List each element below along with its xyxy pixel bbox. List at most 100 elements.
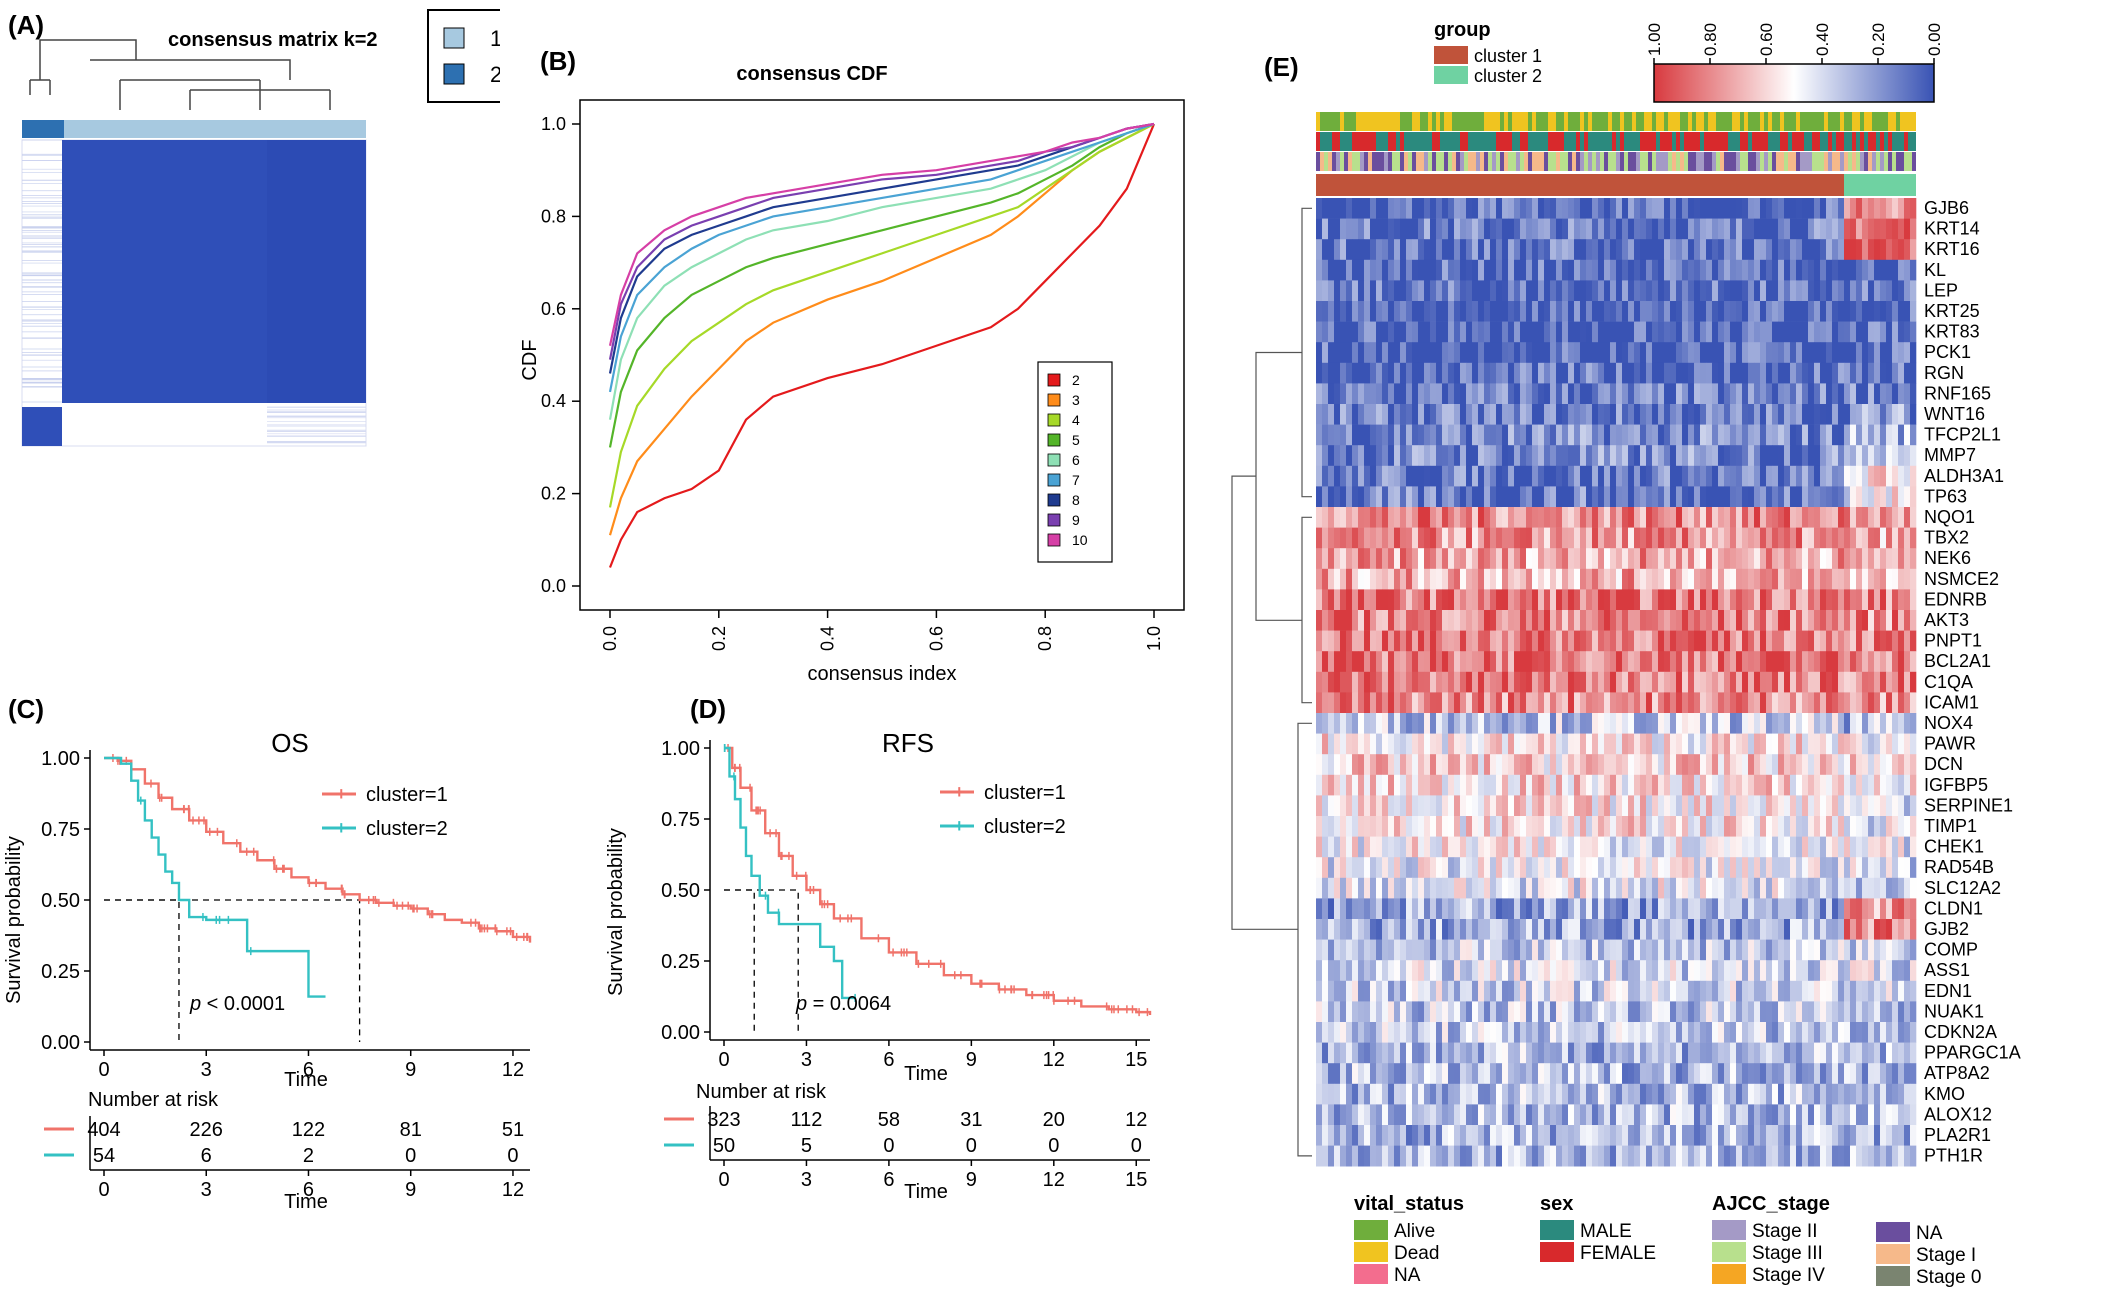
heatmap-cell [1874, 260, 1880, 281]
heatmap-cell [1544, 734, 1550, 755]
heatmap-cell [1406, 569, 1412, 590]
heatmap-cell [1760, 713, 1766, 734]
heatmap-cell [1406, 342, 1412, 363]
heatmap-cell [1772, 569, 1778, 590]
heatmap-cell [1568, 589, 1574, 610]
heatmap-cell [1346, 775, 1352, 796]
annotation-track-cell [1320, 112, 1324, 131]
heatmap-cell [1316, 219, 1322, 240]
heatmap-cell [1430, 239, 1436, 260]
annotation-track-cell [1492, 132, 1496, 151]
annotation-track-cell [1700, 152, 1704, 171]
heatmap-cell [1796, 548, 1802, 569]
heatmap-cell [1556, 219, 1562, 240]
heatmap-cell [1880, 383, 1886, 404]
heatmap-cell [1634, 507, 1640, 528]
heatmap-cell [1520, 795, 1526, 816]
annotation-track-cell [1540, 132, 1544, 151]
heatmap-cell [1412, 878, 1418, 899]
annotation-track-cell [1452, 152, 1456, 171]
annotation-track-cell [1872, 132, 1876, 151]
annotation-track-cell [1592, 132, 1596, 151]
heatmap-cell [1706, 322, 1712, 343]
heatmap-cell [1574, 754, 1580, 775]
heatmap-cell [1400, 981, 1406, 1002]
heatmap-cell [1526, 425, 1532, 446]
heatmap-cell [1730, 816, 1736, 837]
heatmap-cell [1322, 672, 1328, 693]
heatmap-cell [1316, 692, 1322, 713]
heatmap-cell [1538, 260, 1544, 281]
heatmap-cell [1484, 528, 1490, 549]
heatmap-cell [1688, 363, 1694, 384]
heatmap-cell [1718, 754, 1724, 775]
heatmap-cell [1910, 610, 1916, 631]
heatmap-cell [1340, 219, 1346, 240]
heatmap-cell [1370, 692, 1376, 713]
heatmap-cell [1814, 1001, 1820, 1022]
heatmap-cell [1748, 486, 1754, 507]
group-legend-title: group [1434, 19, 1491, 41]
heatmap-cell [1610, 610, 1616, 631]
annotation-track-cell [1832, 132, 1836, 151]
heatmap-cell [1694, 363, 1700, 384]
heatmap-cell [1664, 486, 1670, 507]
heatmap-cell [1388, 280, 1394, 301]
annotation-track-cell [1892, 112, 1896, 131]
heatmap-cell [1478, 589, 1484, 610]
heatmap-cell [1814, 239, 1820, 260]
heatmap-cell [1730, 589, 1736, 610]
heatmap-cell [1574, 1001, 1580, 1022]
heatmap-cell [1382, 548, 1388, 569]
heatmap-cell [1520, 404, 1526, 425]
heatmap-cell [1736, 445, 1742, 466]
heatmap-cell [1352, 878, 1358, 899]
heatmap-cell [1556, 486, 1562, 507]
heatmap-cell [1610, 960, 1616, 981]
legend-label-1: 1 [490, 26, 500, 51]
heatmap-cell [1664, 775, 1670, 796]
heatmap-cell [1826, 219, 1832, 240]
heatmap-cell [1502, 239, 1508, 260]
heatmap-cell [1652, 981, 1658, 1002]
heatmap-cell [1322, 383, 1328, 404]
annotation-track-cell [1424, 132, 1428, 151]
heatmap-cell [1694, 219, 1700, 240]
heatmap-cell [1796, 322, 1802, 343]
heatmap-cell [1910, 198, 1916, 219]
heatmap-cell [1490, 631, 1496, 652]
heatmap-cell [1574, 219, 1580, 240]
heatmap-cell [1460, 425, 1466, 446]
heatmap-cell [1826, 260, 1832, 281]
heatmap-cell [1856, 301, 1862, 322]
heatmap-cell [1442, 569, 1448, 590]
heatmap-cell [1574, 507, 1580, 528]
heatmap-cell [1484, 960, 1490, 981]
heatmap-cell [1616, 445, 1622, 466]
heatmap-cell [1724, 569, 1730, 590]
heatmap-cell [1424, 837, 1430, 858]
heatmap-cell [1604, 363, 1610, 384]
heatmap-cell [1544, 198, 1550, 219]
heatmap-cell [1754, 507, 1760, 528]
heatmap-cell [1844, 775, 1850, 796]
heatmap-cell [1556, 878, 1562, 899]
heatmap-cell [1394, 713, 1400, 734]
gene-label: NOX4 [1924, 713, 1973, 733]
heatmap-cell [1340, 713, 1346, 734]
heatmap-cell [1538, 363, 1544, 384]
annotation-track-cell [1724, 152, 1728, 171]
heatmap-cell [1796, 425, 1802, 446]
heatmap-cell [1544, 960, 1550, 981]
heatmap-cell [1856, 692, 1862, 713]
heatmap-cell [1364, 322, 1370, 343]
annotation-track-cell [1520, 152, 1524, 171]
heatmap-cell [1892, 342, 1898, 363]
heatmap-cell [1736, 775, 1742, 796]
heatmap-cell [1754, 589, 1760, 610]
heatmap-cell [1478, 898, 1484, 919]
heatmap-cell [1484, 589, 1490, 610]
annotation-track-cell [1656, 132, 1660, 151]
heatmap-cell [1364, 919, 1370, 940]
annotation-track-cell [1840, 152, 1844, 171]
